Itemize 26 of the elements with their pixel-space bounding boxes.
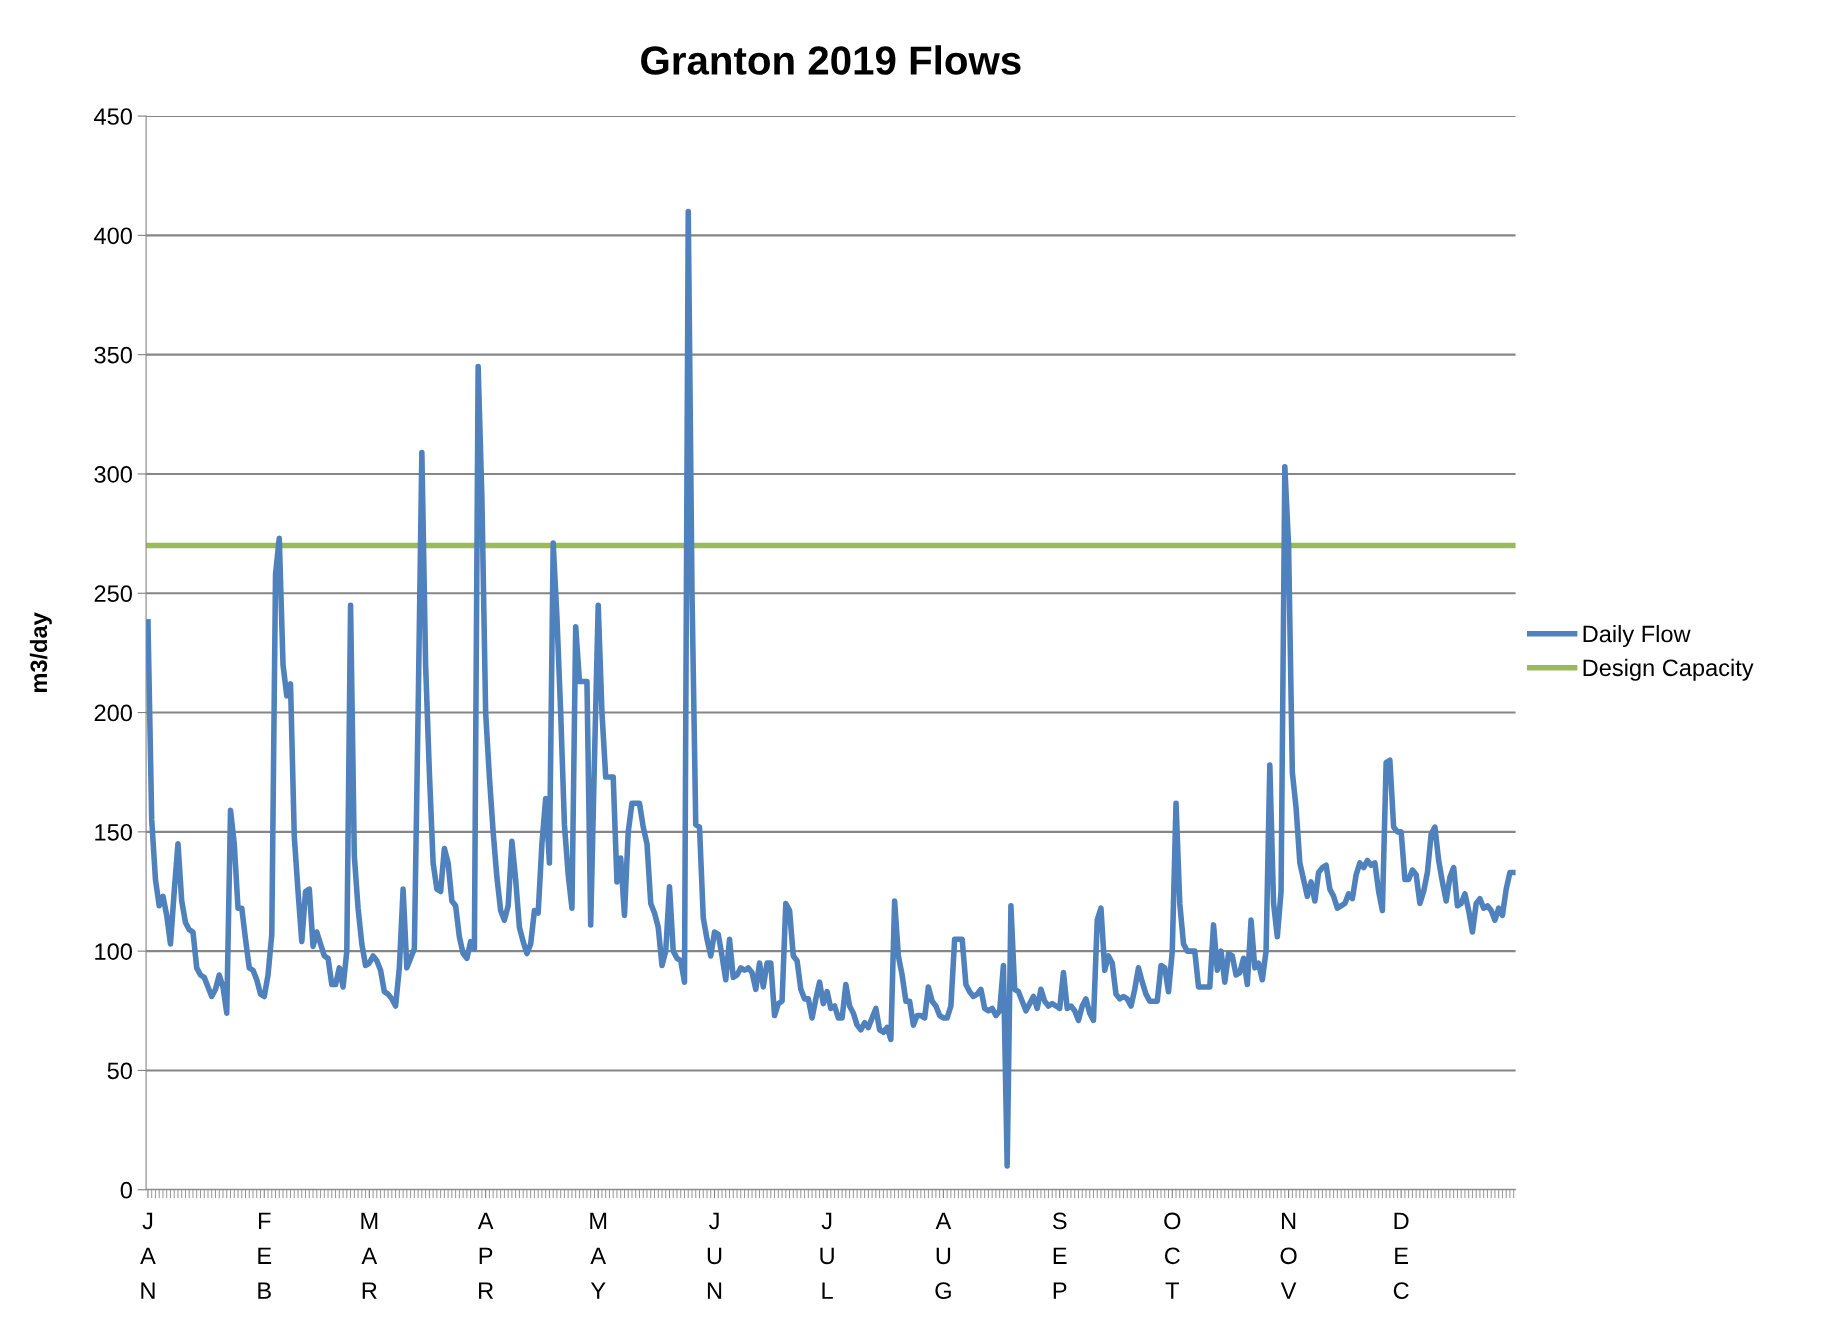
y-axis-title: m3/day (29, 612, 52, 693)
y-tick-label: 150 (95, 823, 132, 841)
x-tick-label: O C T (1164, 1212, 1181, 1299)
x-tick-label: N O V (1280, 1212, 1297, 1299)
y-tick-label: 350 (94, 346, 132, 364)
chart-title: Granton 2019 Flows (641, 45, 1021, 75)
x-tick-label: J A N (140, 1212, 156, 1299)
y-tick-label: 100 (95, 943, 132, 960)
y-tick-label: 50 (107, 1062, 132, 1080)
x-tick-label: M A Y (590, 1212, 607, 1299)
x-tick-label: J U L (820, 1212, 834, 1299)
legend-label: Design Capacity (1583, 658, 1754, 681)
y-tick-label: 200 (94, 704, 132, 722)
legend-label: Daily Flow (1583, 624, 1691, 647)
x-tick-label: J U N (707, 1212, 722, 1299)
y-tick-label: 450 (94, 108, 132, 125)
x-tick-label: A U G (935, 1212, 952, 1299)
y-tick-label: 300 (94, 466, 132, 483)
y-tick-label: 400 (94, 227, 132, 245)
y-tick-label: 0 (120, 1181, 132, 1199)
x-tick-label: S E P (1052, 1212, 1067, 1299)
x-tick-label: F E B (258, 1212, 272, 1299)
y-tick-label: 250 (94, 585, 132, 603)
x-tick-label: M A R (361, 1212, 378, 1299)
x-tick-label: A P R (477, 1212, 494, 1299)
x-tick-label: D E C (1393, 1212, 1409, 1299)
